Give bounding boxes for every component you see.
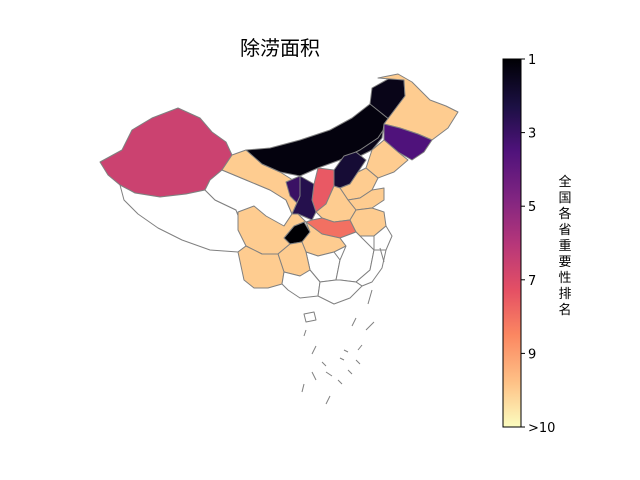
colorbar-tick-label: 5 (528, 200, 536, 215)
colorbar-tick-label: 9 (528, 347, 536, 362)
colorbar-tick-label: >10 (528, 421, 555, 436)
colorbar-ticks: 1 3 5 7 9 >10 (521, 53, 555, 436)
south-china-sea-islands (301, 247, 385, 405)
colorbar-label: 全国各省重要性排名 (558, 175, 572, 318)
region-guangdong (317, 279, 363, 305)
region-zhejiang (373, 225, 393, 251)
colorbar-tick-label: 7 (528, 274, 536, 289)
colorbar (502, 58, 522, 428)
colorbar-tick-label: 3 (528, 127, 536, 142)
region-hainan (303, 311, 317, 323)
map-title: 除涝面积 (240, 36, 320, 60)
colorbar-tick-label: 1 (528, 53, 536, 68)
